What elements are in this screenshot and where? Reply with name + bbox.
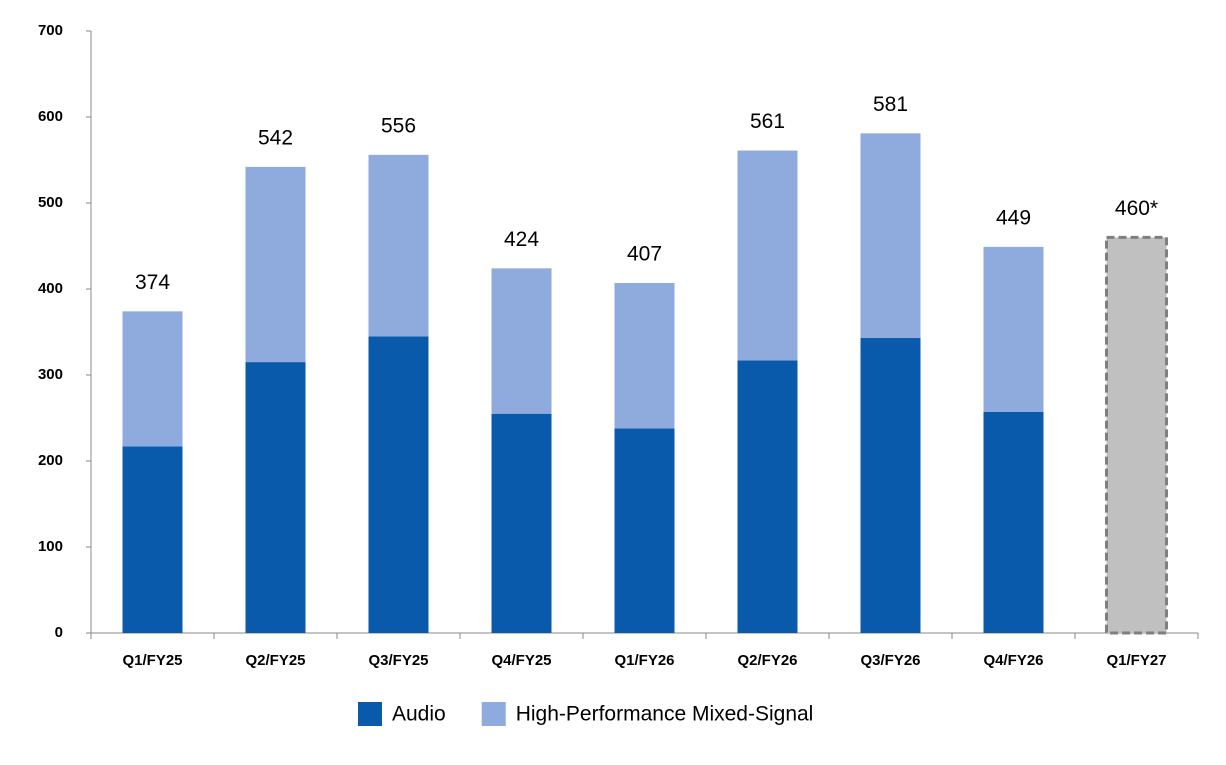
x-tick-label: Q1/FY26: [614, 652, 674, 669]
legend-swatch: [358, 702, 382, 726]
total-label: 460*: [1115, 197, 1158, 220]
y-tick-label: 600: [38, 108, 63, 125]
bar-segment: [983, 246, 1044, 412]
y-tick-label: 400: [38, 280, 63, 297]
y-tick-label: 200: [38, 452, 63, 469]
total-label: 556: [381, 114, 416, 137]
x-tick-label: Q4/FY25: [491, 652, 551, 669]
bar-segment: [368, 336, 429, 633]
y-tick-label: 0: [55, 624, 63, 641]
legend-label: High-Performance Mixed-Signal: [516, 703, 814, 726]
x-tick-label: Q3/FY25: [368, 652, 428, 669]
total-label: 374: [135, 271, 170, 294]
bar-segment: [122, 311, 183, 447]
bar-segment: [860, 338, 921, 633]
x-tick-label: Q4/FY26: [983, 652, 1043, 669]
x-tick-label: Q1/FY27: [1106, 652, 1166, 669]
bar-segment: [491, 413, 552, 633]
total-label: 449: [996, 206, 1031, 229]
bar-segment: [245, 166, 306, 363]
total-label: 561: [750, 110, 785, 133]
estimate-bar: [1105, 235, 1168, 635]
bar-segment: [983, 411, 1044, 633]
total-label: 542: [258, 126, 293, 149]
bar-segment: [737, 150, 798, 361]
bar-segment: [737, 360, 798, 633]
total-label: 581: [873, 93, 908, 116]
bar-segment: [491, 268, 552, 414]
bar-segment: [122, 446, 183, 633]
total-label: 407: [627, 243, 662, 266]
y-tick-label: 500: [38, 194, 63, 211]
x-tick-label: Q2/FY25: [245, 652, 305, 669]
x-tick-label: Q3/FY26: [860, 652, 920, 669]
total-label: 424: [504, 228, 539, 251]
y-tick-label: 700: [38, 22, 63, 39]
bar-segment: [614, 282, 675, 429]
x-tick-label: Q2/FY26: [737, 652, 797, 669]
bar-segment: [245, 362, 306, 633]
legend-swatch: [481, 702, 506, 726]
y-tick-label: 300: [38, 366, 63, 383]
y-tick-label: 100: [38, 538, 63, 555]
x-tick-label: Q1/FY25: [122, 652, 182, 669]
legend-label: Audio: [392, 703, 446, 726]
bar-segment: [614, 428, 675, 633]
bar-segment: [860, 133, 921, 339]
bar-segment: [368, 154, 429, 337]
